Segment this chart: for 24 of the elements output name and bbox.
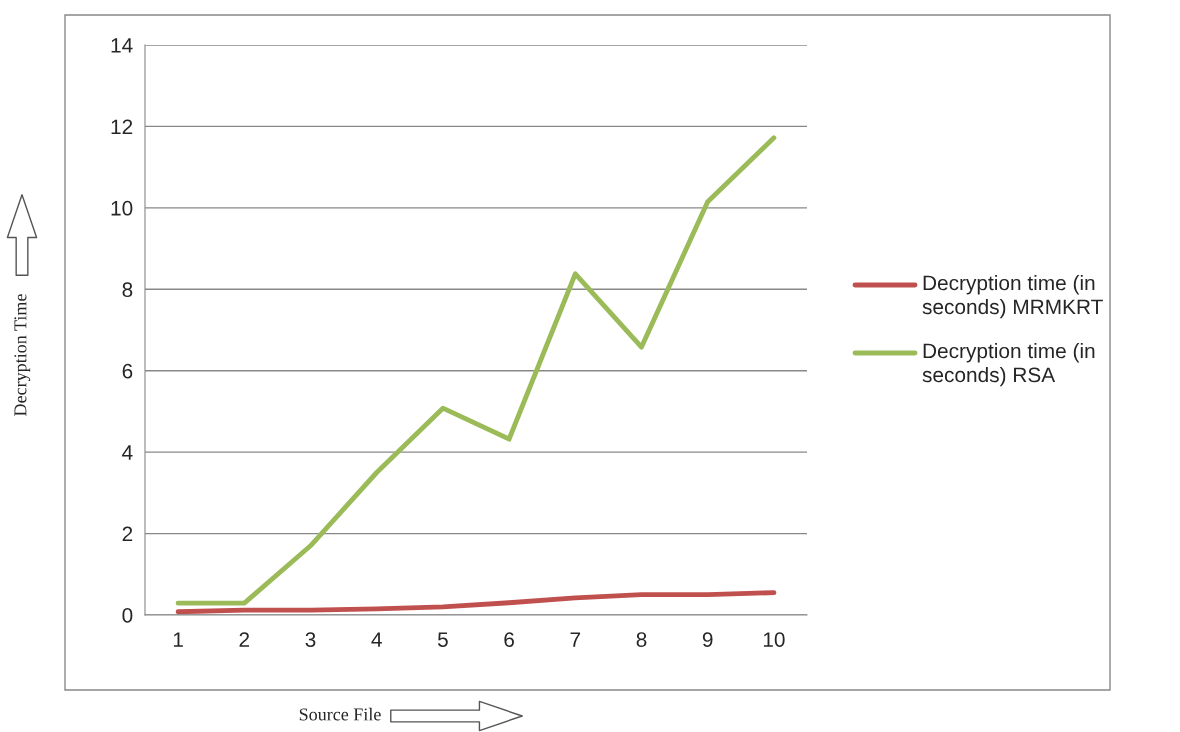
x-tick-label: 2 (239, 632, 250, 647)
y-tick-label: 14 (111, 38, 133, 53)
x-tick-label: 9 (702, 632, 713, 647)
legend-label: Decryption time (in seconds) RSA (922, 343, 1095, 387)
y-tick-label: 10 (111, 200, 133, 216)
y-tick-label: 4 (122, 445, 133, 460)
y-tick-label: 8 (122, 282, 133, 298)
x-tick-label: 10 (763, 632, 785, 647)
line-series (175, 135, 777, 606)
x-tick-label: 5 (437, 632, 448, 647)
x-tick-label: 1 (173, 632, 183, 647)
x-axis-title: Source File (299, 707, 381, 721)
x-tick-label: 6 (504, 632, 514, 647)
x-tick-label: 7 (570, 632, 581, 647)
y-tick-label: 12 (111, 119, 133, 134)
y-tick-label: 0 (122, 608, 133, 623)
y-tick-label: 6 (122, 363, 133, 379)
x-tick-label: 4 (371, 632, 382, 647)
x-tick-label: 3 (305, 632, 316, 647)
x-tick-label: 8 (636, 632, 647, 647)
y-tick-label: 2 (122, 526, 133, 542)
y-axis-title: Decryption Time (14, 294, 31, 416)
line-series (175, 590, 777, 615)
legend-label: Decryption time (in seconds) MRMKRT (922, 275, 1103, 319)
